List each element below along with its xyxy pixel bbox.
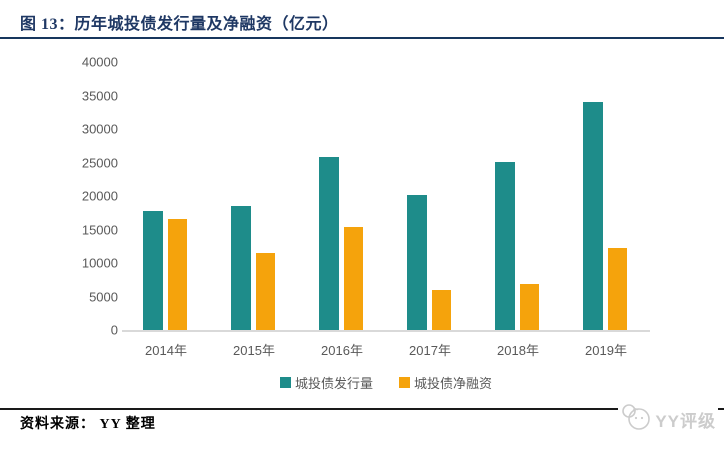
bar-城投债净融资-2019年 <box>608 248 627 330</box>
bar-城投债净融资-2018年 <box>520 284 539 330</box>
y-tick-label: 25000 <box>81 155 118 170</box>
bar-城投债净融资-2017年 <box>432 290 451 330</box>
x-axis-label: 2015年 <box>233 343 275 358</box>
y-tick-label: 10000 <box>81 255 118 271</box>
y-tick-label: 30000 <box>81 121 118 137</box>
legend-color-chip <box>399 377 410 388</box>
figure-title: 图 13：历年城投债发行量及净融资（亿元） <box>20 16 339 33</box>
legend-label: 城投债净融资 <box>414 376 493 391</box>
legend-item-城投债发行量: 城投债发行量 <box>279 373 373 392</box>
footer-rule <box>0 408 724 410</box>
bar-城投债发行量-2018年 <box>495 162 515 330</box>
bar-城投债发行量-2014年 <box>143 211 163 330</box>
legend-item-城投债净融资: 城投债净融资 <box>399 373 492 392</box>
legend-label: 城投债发行量 <box>294 376 373 391</box>
x-axis-label: 2017年 <box>409 343 451 358</box>
y-tick-label: 40000 <box>81 54 118 70</box>
bar-城投债发行量-2017年 <box>407 195 427 330</box>
bar-城投债发行量-2015年 <box>231 206 251 330</box>
y-axis-labels: 40000 35000 30000 25000 20000 15000 10000 5000 0 <box>40 55 118 338</box>
legend-color-chip <box>279 377 291 388</box>
x-axis-label: 2016年 <box>321 343 363 358</box>
bar-城投债发行量-2016年 <box>319 157 339 330</box>
bar-城投债净融资-2015年 <box>256 253 275 330</box>
yy-mascot-icon <box>620 402 652 437</box>
bar-城投债发行量-2019年 <box>583 102 603 330</box>
x-axis-label: 2019年 <box>585 343 627 358</box>
source-note: 资料来源： YY 整理 <box>20 417 156 432</box>
brand-watermark: YY评级 <box>618 402 718 437</box>
title-underline-rule <box>0 37 724 39</box>
y-tick-label: 20000 <box>81 188 118 204</box>
chart-legend: 城投债发行量 城投债净融资 <box>122 373 650 392</box>
watermark-label: YY评级 <box>655 412 716 431</box>
y-tick-label: 5000 <box>89 289 118 304</box>
y-tick-label: 0 <box>110 322 118 338</box>
x-axis-label: 2014年 <box>145 343 187 358</box>
bar-城投债净融资-2016年 <box>344 227 363 330</box>
x-axis-labels: 2014年 2015年 2016年 2017年 2018年 2019年 <box>122 340 650 358</box>
bar-城投债净融资-2014年 <box>168 219 187 330</box>
y-tick-label: 15000 <box>81 222 118 237</box>
y-tick-label: 35000 <box>81 88 118 103</box>
plot-area <box>122 62 650 332</box>
x-axis-label: 2018年 <box>497 343 539 358</box>
